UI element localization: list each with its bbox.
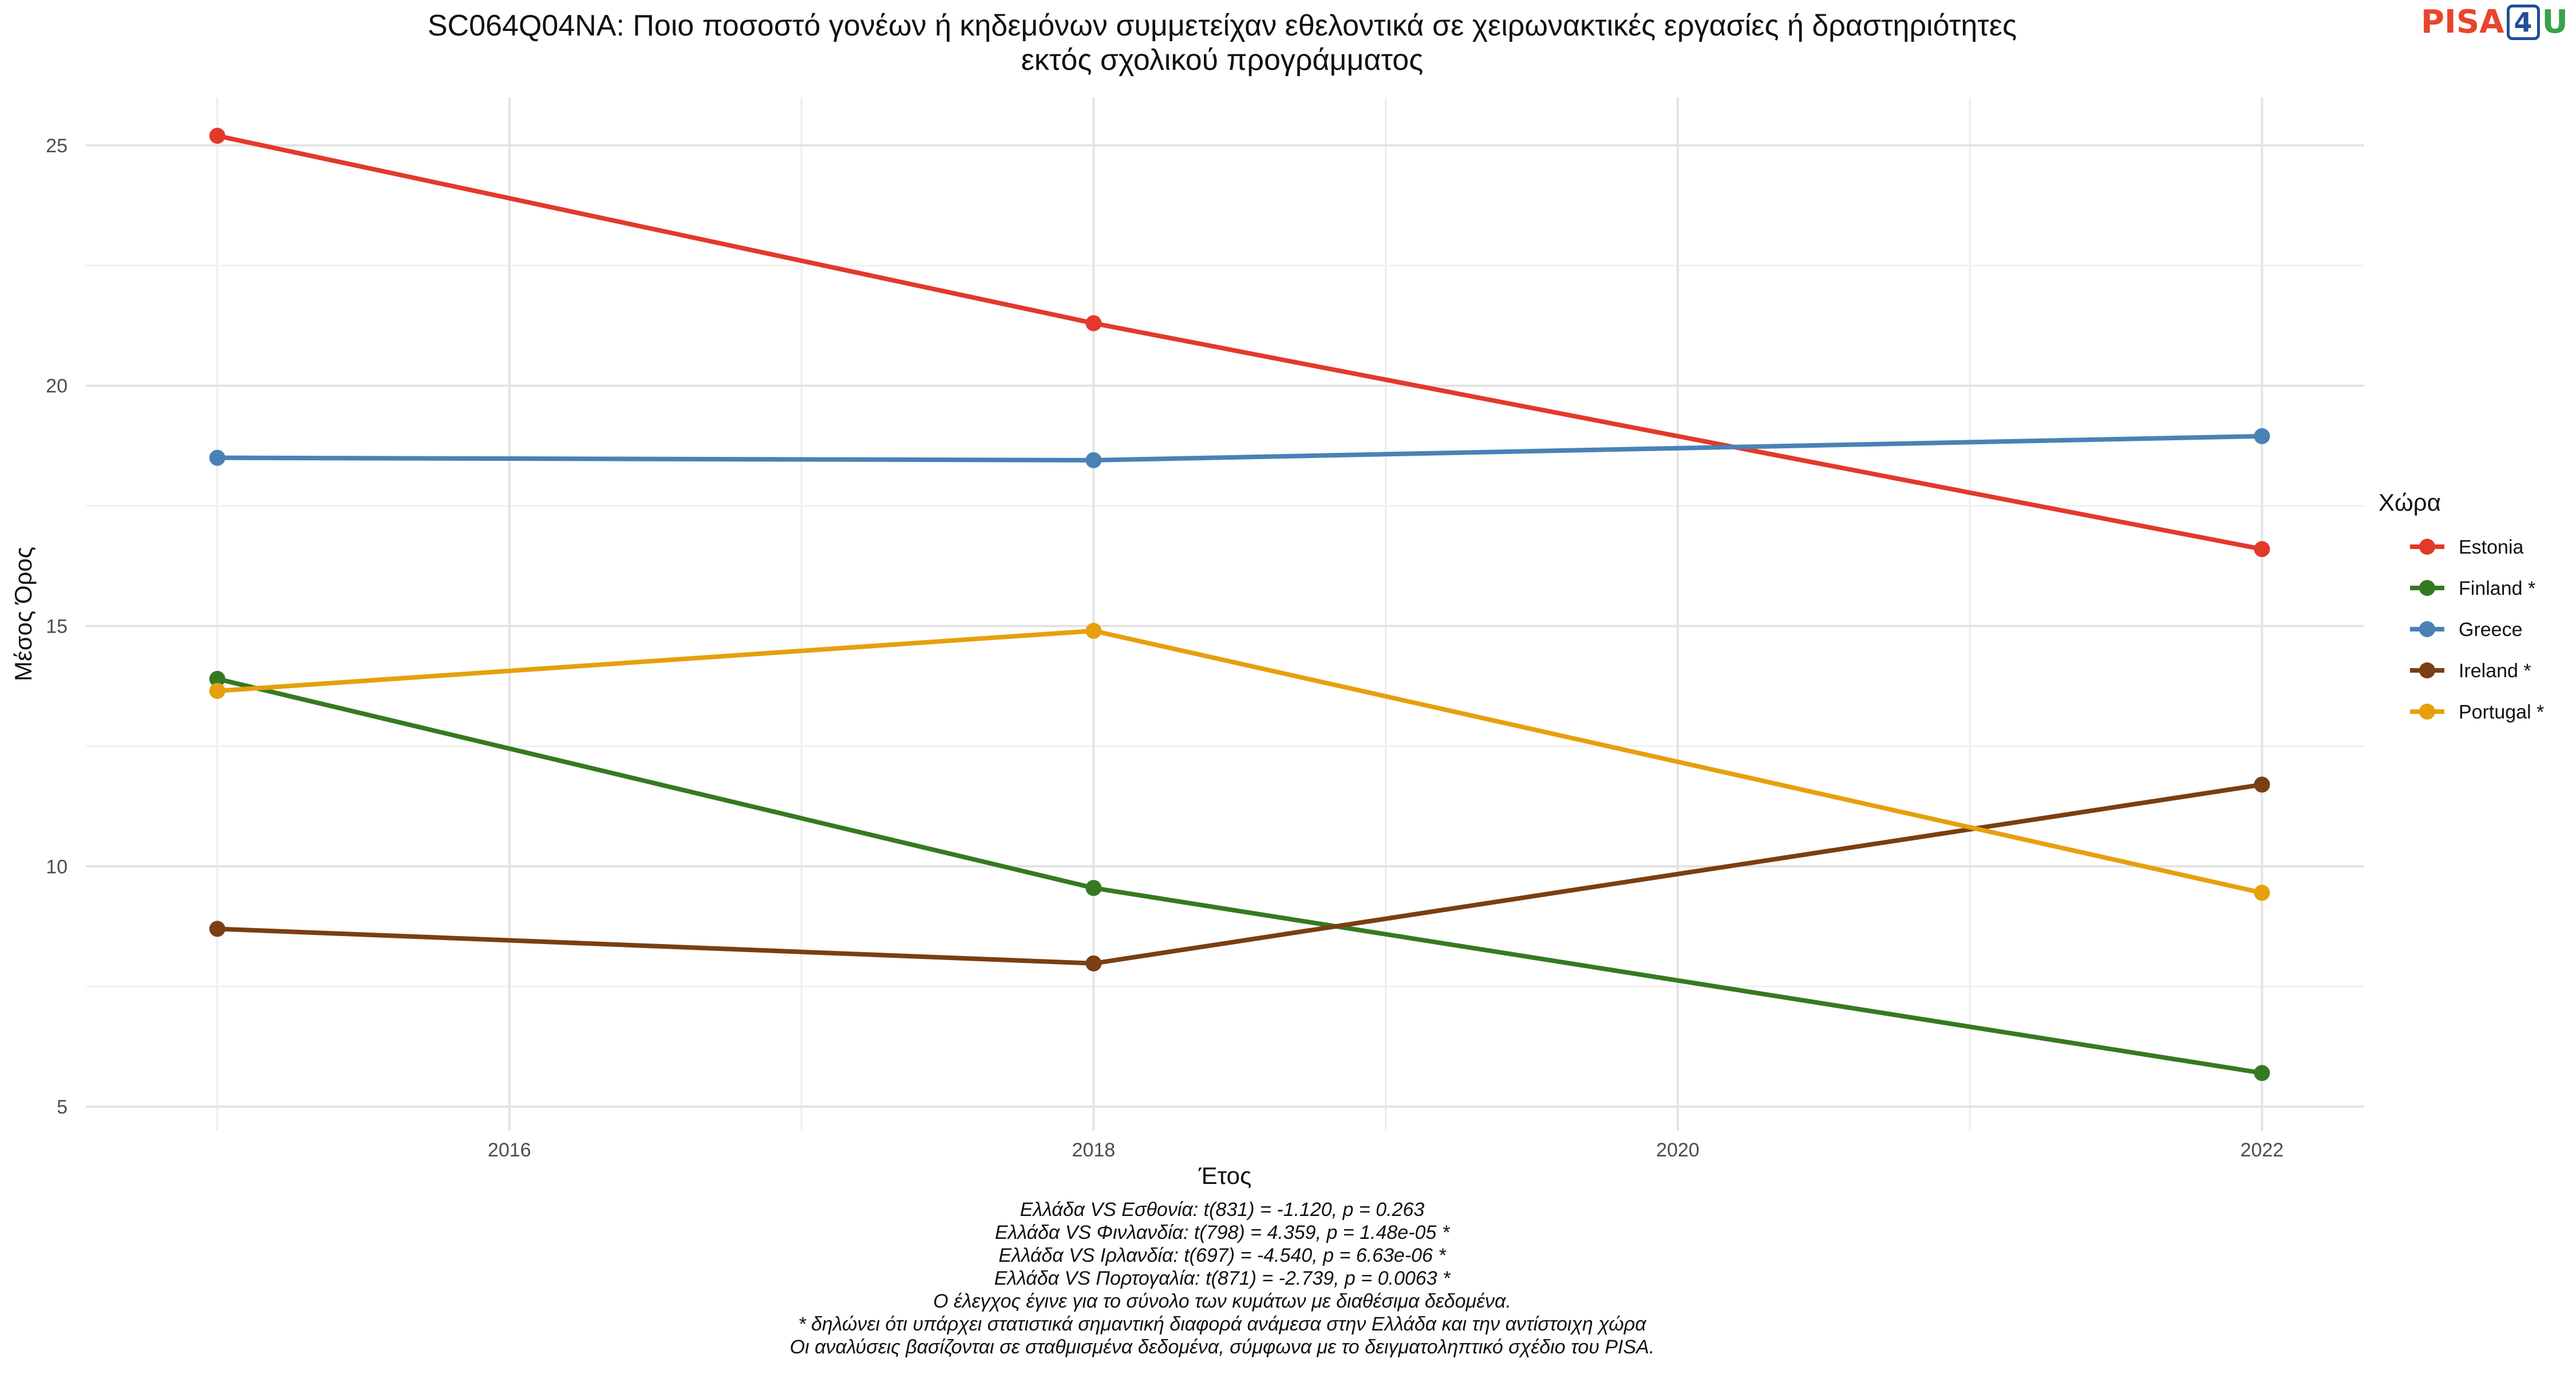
data-point <box>209 670 226 687</box>
series-line-greece <box>215 433 2265 463</box>
grid-layer <box>86 97 2364 1131</box>
data-point <box>1085 315 1102 331</box>
series-line-portugal <box>215 628 2265 895</box>
legend-swatch-point <box>2419 539 2435 555</box>
y-tick-label: 10 <box>46 856 68 878</box>
caption-line: Ελλάδα VS Εσθονία: t(831) = -1.120, p = … <box>1020 1199 1425 1221</box>
data-point <box>209 449 226 466</box>
logo-pisa-text: PISA <box>2420 3 2504 41</box>
x-tick-label: 2020 <box>1656 1139 1700 1161</box>
y-tick-label: 15 <box>46 615 68 637</box>
legend-swatch-point <box>2419 621 2435 637</box>
series-line-estonia <box>215 133 2265 552</box>
axes-layer: 2016 2018 2020 2022 5 10 15 20 25 <box>46 135 2283 1161</box>
y-tick-label: 5 <box>57 1096 68 1118</box>
caption-line: Ελλάδα VS Πορτογαλία: t(871) = -2.739, p… <box>994 1268 1451 1289</box>
pisa4u-logo: PISA 4 U <box>2421 3 2568 41</box>
logo-u-text: U <box>2542 3 2568 41</box>
data-point <box>2254 1065 2270 1081</box>
series-layer <box>209 128 2270 1081</box>
legend-swatch-point <box>2419 580 2435 596</box>
series-line-finland <box>215 676 2265 1076</box>
legend: Χώρα Estonia Finland * Greece Ireland * Portu… <box>2379 489 2544 723</box>
logo-four-box: 4 <box>2506 4 2540 40</box>
chart-title-line: SC064Q04NA: Ποιο ποσοστό γονέων ή κηδεμό… <box>428 9 2017 42</box>
legend-entry-label: Portugal * <box>2459 701 2544 723</box>
y-tick-label: 25 <box>46 135 68 157</box>
data-point <box>1085 452 1102 468</box>
x-tick-label: 2018 <box>1072 1139 1116 1161</box>
data-point <box>1085 880 1102 897</box>
legend-swatch-point <box>2419 662 2435 678</box>
text-layer: SC064Q04NA: Ποιο ποσοστό γονέων ή κηδεμό… <box>10 9 2017 1358</box>
caption-line: * δηλώνει ότι υπάρχει στατιστικά σημαντι… <box>798 1313 1647 1335</box>
data-point <box>2254 541 2270 558</box>
legend-entry-label: Ireland * <box>2459 660 2531 682</box>
data-point <box>209 921 226 937</box>
legend-entry-label: Estonia <box>2459 536 2523 558</box>
caption-line: Οι αναλύσεις βασίζονται σε σταθμισμένα δ… <box>790 1336 1655 1358</box>
caption-line: Ελλάδα VS Φινλανδία: t(798) = 4.359, p =… <box>995 1222 1451 1243</box>
y-tick-label: 20 <box>46 376 68 397</box>
legend-swatch-point <box>2419 704 2435 720</box>
data-point <box>2254 885 2270 901</box>
caption-line: Ελλάδα VS Ιρλανδία: t(697) = -4.540, p =… <box>998 1245 1447 1266</box>
legend-title: Χώρα <box>2379 489 2441 516</box>
data-point <box>1085 955 1102 972</box>
x-axis-label: Έτος <box>1198 1162 1252 1189</box>
legend-entry-label: Greece <box>2459 619 2523 641</box>
series-line-ireland <box>215 782 2265 966</box>
chart-title-line: εκτός σχολικού προγράμματος <box>1021 44 1424 77</box>
y-axis-label: Μέσος Όρος <box>10 547 37 681</box>
data-point <box>1085 622 1102 639</box>
legend-entry-label: Finland * <box>2459 578 2535 599</box>
x-tick-label: 2022 <box>2241 1139 2284 1161</box>
caption-line: Ο έλεγχος έγινε για το σύνολο των κυμάτω… <box>933 1290 1511 1312</box>
data-point <box>2254 776 2270 793</box>
x-tick-label: 2016 <box>488 1139 531 1161</box>
data-point <box>209 128 226 144</box>
data-point <box>2254 428 2270 444</box>
data-point <box>209 682 226 699</box>
